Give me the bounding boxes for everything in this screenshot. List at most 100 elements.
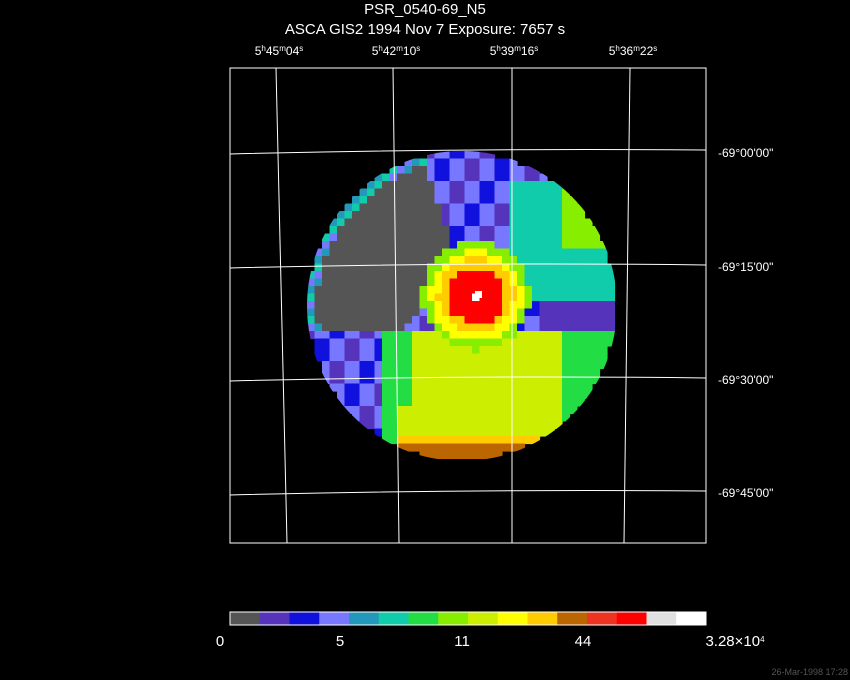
image-pixel [359,301,368,310]
image-pixel [322,338,331,347]
image-pixel [352,256,361,265]
image-pixel [337,211,346,220]
image-pixel [554,211,563,220]
image-pixel [487,338,496,347]
image-pixel [607,323,616,332]
image-pixel [532,376,541,385]
image-pixel [404,301,413,310]
image-pixel [479,271,488,280]
image-pixel [404,278,413,287]
image-pixel [374,323,383,332]
image-pixel [359,376,368,385]
image-pixel [307,293,316,302]
image-pixel [554,286,563,295]
image-pixel [487,203,496,212]
coordinate-grid [230,68,706,543]
image-pixel [577,331,586,340]
image-pixel [554,308,563,317]
image-pixel [359,368,368,377]
image-pixel [442,391,451,400]
image-pixel [329,301,338,310]
image-pixel [599,353,608,362]
image-pixel [509,263,518,272]
image-pixel [472,368,481,377]
image-pixel [412,443,421,452]
image-pixel [382,391,391,400]
image-pixel [359,383,368,392]
image-pixel [487,248,496,257]
image-pixel [434,331,443,340]
colorbar-outline [229,611,707,626]
image-pixel [374,173,383,182]
image-pixel [592,376,601,385]
colorbar-swatch [497,612,528,625]
image-pixel [487,443,496,452]
image-pixel [314,293,323,302]
image-pixel [577,233,586,242]
image-pixel [494,248,503,257]
image-pixel [494,331,503,340]
image-pixel [329,226,338,235]
image-pixel [382,196,391,205]
image-pixel [524,166,533,175]
image-pixel [592,278,601,287]
image-pixel [322,301,331,310]
colorbar-max-label: 3.28×104 [705,633,765,650]
image-pixel [337,323,346,332]
image-pixel [532,436,541,445]
image-pixel [464,428,473,437]
image-pixel [599,293,608,302]
colorbar-swatch [230,612,261,625]
image-pixel [427,443,436,452]
image-pixel [457,451,466,460]
image-pixel [449,398,458,407]
image-pixel [502,241,511,250]
image-pixel [494,353,503,362]
ra-label-4: 5h36m22s [608,44,658,58]
image-pixel [329,248,338,257]
image-pixel [382,286,391,295]
image-pixel [554,248,563,257]
image-pixel [539,331,548,340]
image-pixel [554,368,563,377]
image-pixel [419,166,428,175]
image-pixel [359,406,368,415]
image-pixel [397,226,406,235]
image-pixel [472,271,481,280]
image-pixel [352,301,361,310]
image-pixel [427,218,436,227]
image-pixel [374,406,383,415]
image-pixel [524,353,533,362]
image-pixel [412,256,421,265]
image-pixel [472,346,481,355]
image-pixel [517,308,526,317]
image-pixel [569,323,578,332]
image-pixel [472,353,481,362]
image-pixel [367,218,376,227]
image-pixel [547,331,556,340]
image-pixel [442,421,451,430]
image-pixel [359,316,368,325]
image-pixel [359,256,368,265]
image-pixel [532,226,541,235]
image-pixel [554,316,563,325]
image-pixel [592,233,601,242]
image-pixel [539,398,548,407]
image-pixel [517,286,526,295]
image-pixel [314,286,323,295]
image-pixel [389,346,398,355]
image-pixel [517,383,526,392]
image-pixel [569,376,578,385]
image-pixel [427,233,436,242]
image-pixel [457,368,466,377]
image-pixel [517,413,526,422]
image-pixel [457,293,466,302]
image-pixel [464,436,473,445]
image-pixel [337,233,346,242]
image-pixel [412,173,421,182]
image-pixel [562,361,571,370]
image-pixel [419,361,428,370]
image-pixel [412,226,421,235]
image-pixel [382,256,391,265]
image-pixel [472,263,481,272]
